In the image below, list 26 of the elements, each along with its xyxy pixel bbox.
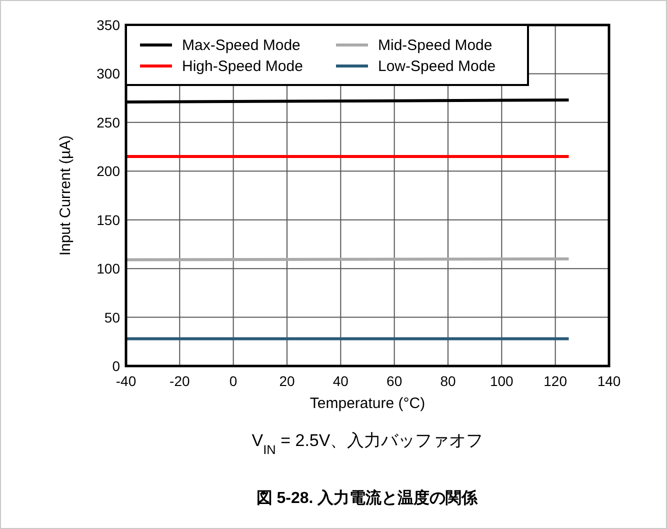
legend-label: Mid-Speed Mode	[378, 37, 492, 54]
text: V$_{IN}$ = 2.5V、入力バッファオフ	[252, 431, 484, 456]
x-tick-label: 0	[229, 373, 238, 389]
y-tick-label: 50	[104, 309, 120, 326]
x-tick-label: 20	[279, 373, 295, 389]
y-tick-label: 0	[112, 358, 120, 374]
text: 図 5-28. 入力電流と温度の関係	[256, 488, 479, 507]
y-tick-label: 100	[96, 260, 120, 277]
x-tick-label: 100	[490, 373, 514, 389]
x-axis-title: Temperature (°C)	[310, 395, 426, 412]
y-tick-label: 150	[96, 212, 120, 228]
x-tick-label: -20	[170, 373, 190, 389]
x-tick-label: 60	[386, 373, 402, 389]
x-tick-label: 120	[544, 373, 568, 389]
y-axis-title: Input Current (µA)	[57, 135, 74, 256]
y-tick-label: 350	[96, 17, 120, 33]
x-tick-label: 80	[440, 373, 456, 389]
legend-label: Max-Speed Mode	[182, 37, 300, 54]
x-tick-label: -40	[116, 373, 136, 389]
legend-label: High-Speed Mode	[182, 58, 303, 75]
x-tick-label: 40	[332, 373, 349, 389]
y-tick-label: 200	[96, 163, 120, 180]
y-tick-label: 250	[96, 114, 120, 130]
y-tick-label: 300	[96, 66, 120, 82]
x-tick-label: 140	[597, 373, 621, 389]
legend-label: Low-Speed Mode	[378, 58, 496, 75]
